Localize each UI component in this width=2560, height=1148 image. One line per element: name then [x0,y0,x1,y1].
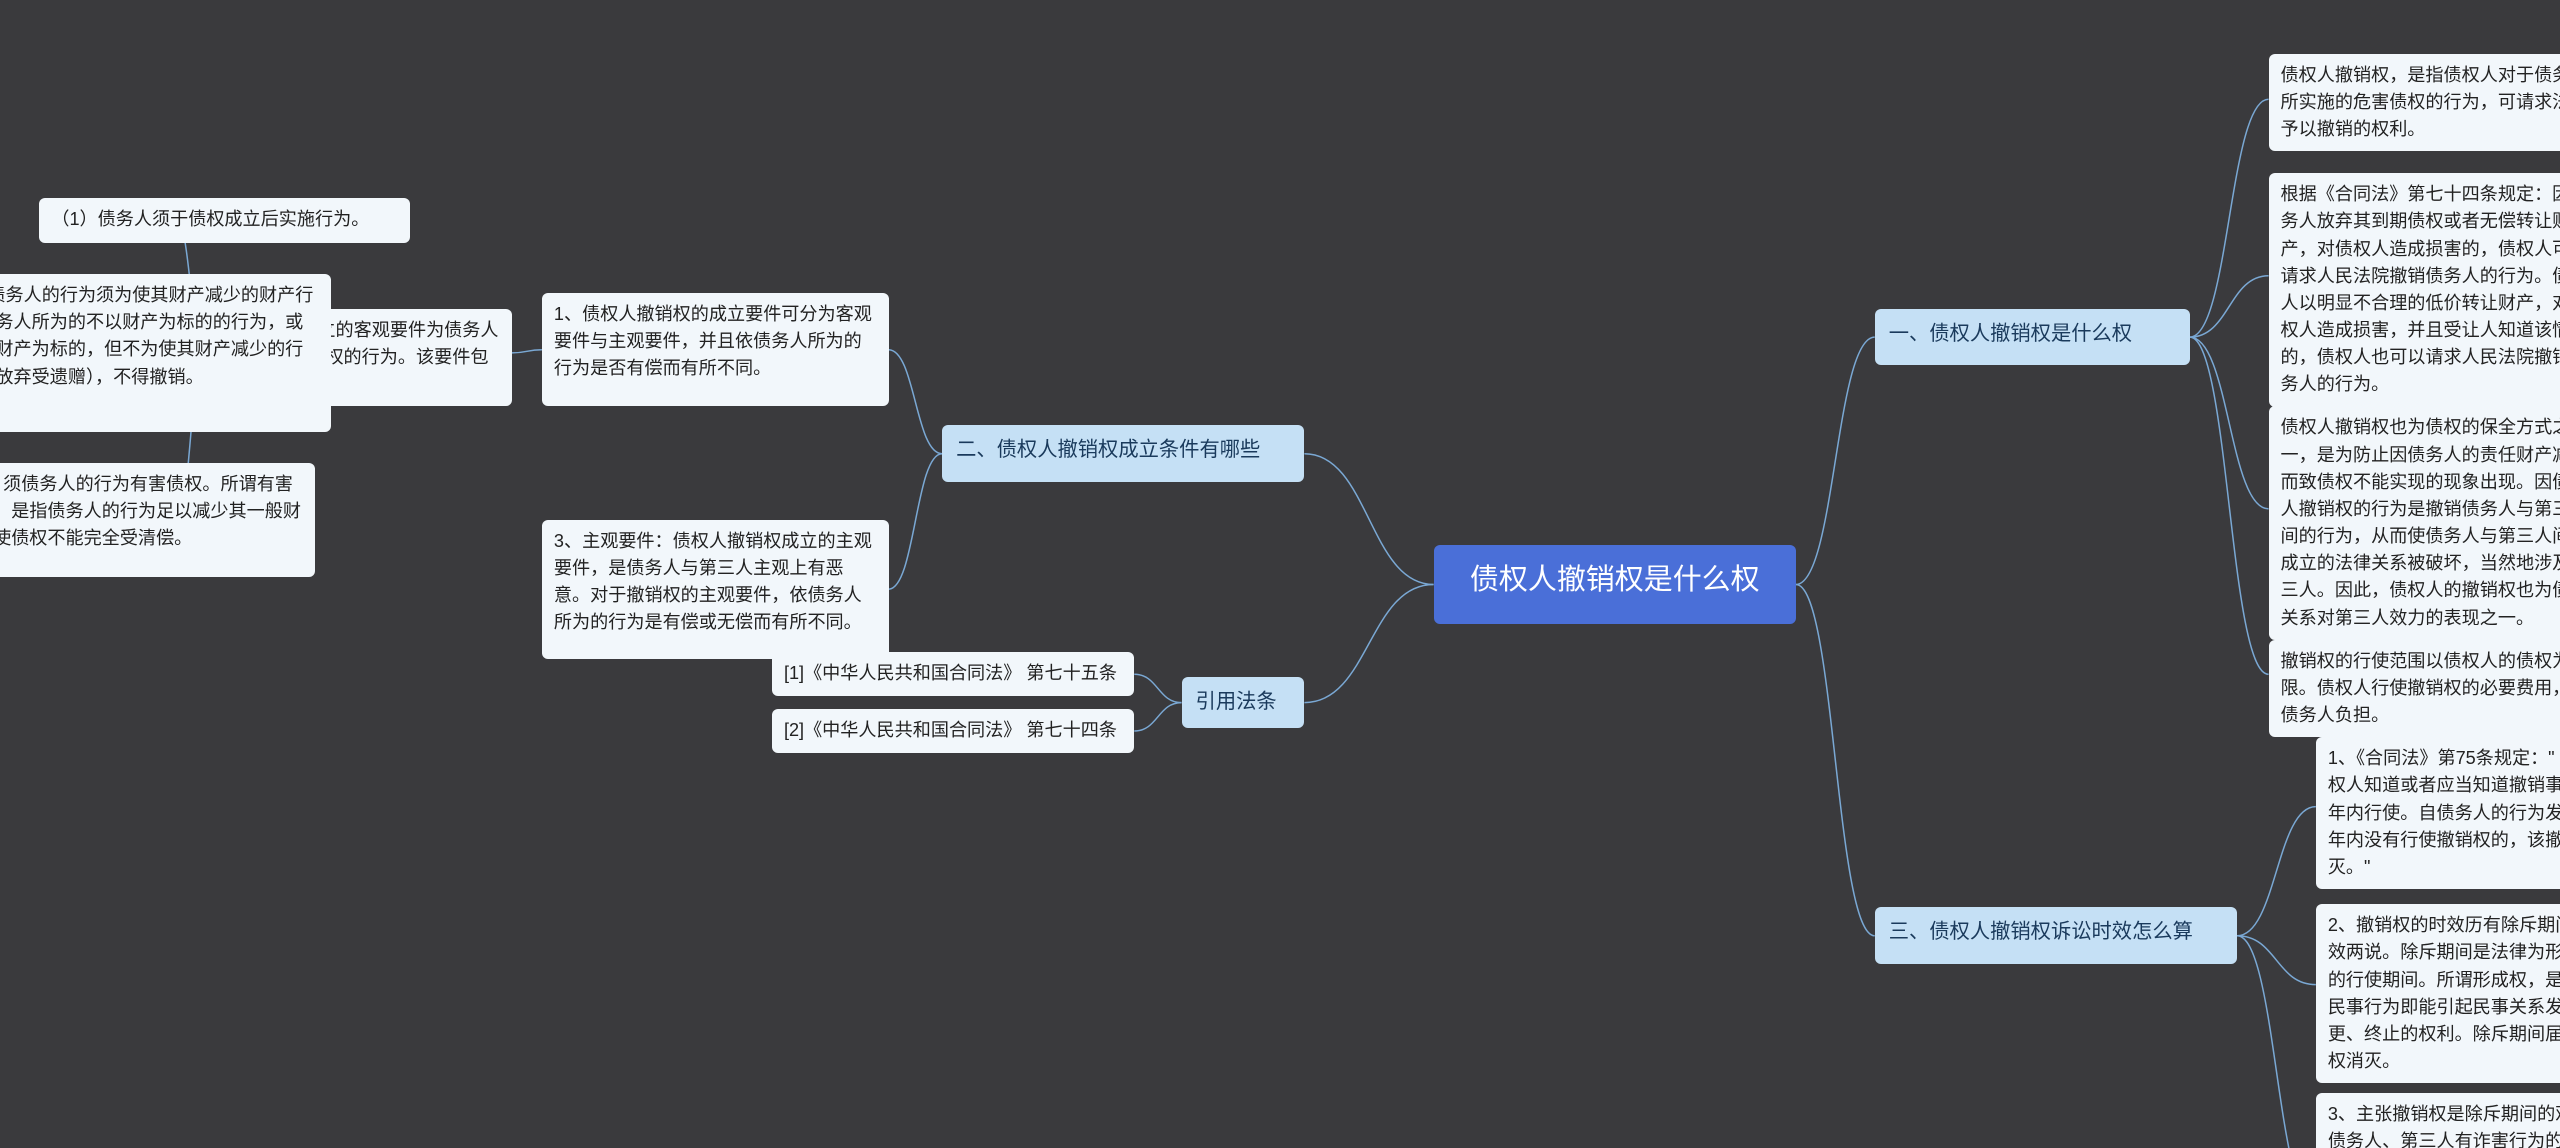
branch-2[interactable]: 二、债权人撤销权成立条件有哪些 [942,425,1304,482]
branch-1-leaf-3: 债权人撤销权也为债权的保全方式之一，是为防止因债务人的责任财产减少而致债权不能实… [2269,406,2560,639]
ref-leaf-2: [2]《中华人民共和国合同法》 第七十四条 [772,709,1134,753]
branch-1[interactable]: 一、债权人撤销权是什么权 [1875,309,2190,366]
branch-1-leaf-4: 撤销权的行使范围以债权人的债权为限。债权人行使撤销权的必要费用，由债务人负担。 [2269,640,2560,737]
branch-1-leaf-1: 债权人撤销权，是指债权人对于债务人所实施的危害债权的行为，可请求法院予以撤销的权… [2269,54,2560,151]
branch-3[interactable]: 三、债权人撤销权诉讼时效怎么算 [1875,907,2237,964]
branch-2-subsub-2: （2）债务人的行为须为使其财产减少的财产行为。债务人所为的不以财产为标的的行为，… [0,274,331,432]
branch-3-leaf-3: 3、主张撤销权是除斥期间的观点认为，债务人、第三人有诈害行为的，债权人应当及时行… [2316,1093,2560,1148]
branch-ref[interactable]: 引用法条 [1182,677,1305,727]
connectors-layer [0,0,2560,1148]
ref-leaf-1: [1]《中华人民共和国合同法》 第七十五条 [772,652,1134,696]
branch-2-subsub-3: （3）须债务人的行为有害债权。所谓有害债权，是指债务人的行为足以减少其一般财产而… [0,463,315,576]
branch-2-subsub-1: （1）债务人须于债权成立后实施行为。 [39,198,409,242]
branch-2-leaf-1: 1、债权人撤销权的成立要件可分为客观要件与主观要件，并且依债务人所为的行为是否有… [542,293,889,406]
branch-3-leaf-2: 2、撤销权的时效历有除斥期间和诉讼时效两说。除斥期间是法律为形成权设定的行使期间… [2316,904,2560,1083]
branch-3-leaf-1: 1、《合同法》第75条规定：" 撤销权自债权人知道或者应当知道撤销事由之日起1年… [2316,737,2560,889]
branch-2-leaf-3: 3、主观要件：债权人撤销权成立的主观要件，是债务人与第三人主观上有恶意。对于撤销… [542,520,889,659]
root-node[interactable]: 债权人撤销权是什么权 [1434,545,1796,624]
branch-1-leaf-2: 根据《合同法》第七十四条规定：因债务人放弃其到期债权或者无偿转让财产，对债权人造… [2269,173,2560,406]
